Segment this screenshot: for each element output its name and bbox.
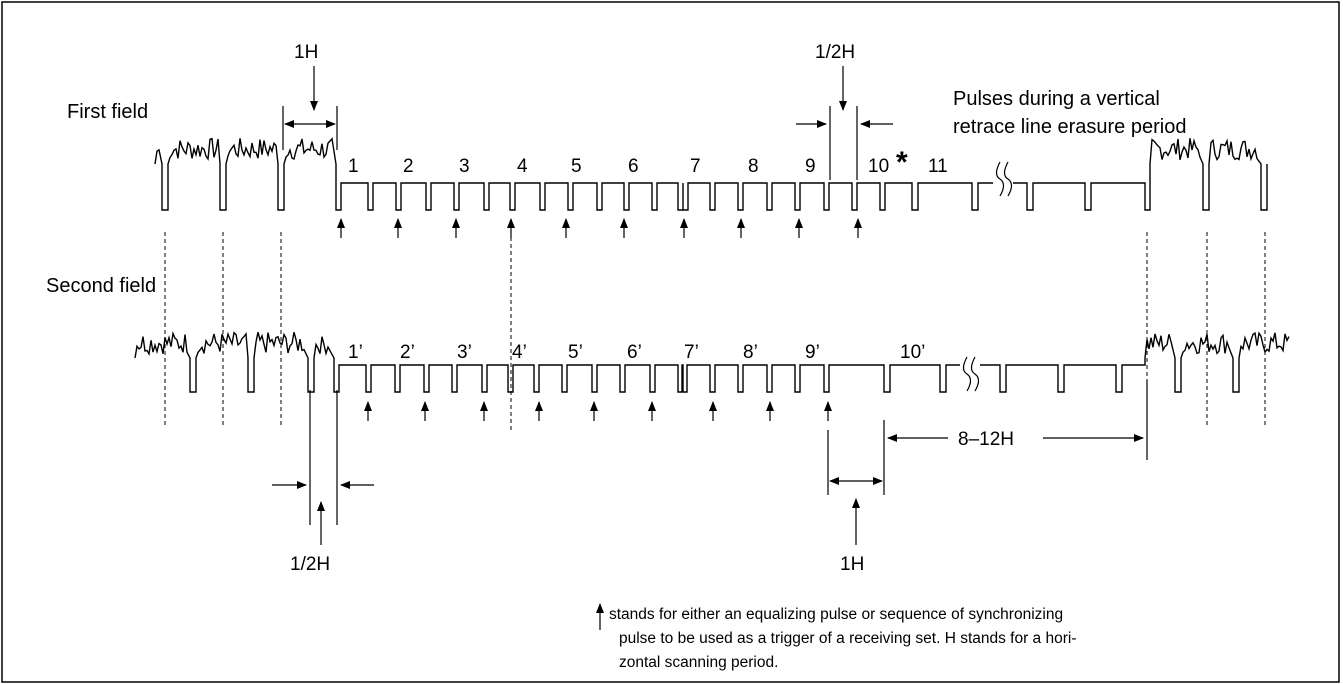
second-field-pulse-labels: 1’ 2’ 3’ 4’ 5’ 6’ 7’ 8’ 9’ 10’ xyxy=(348,342,925,363)
pulse-number-label: 7’ xyxy=(684,342,699,363)
pulse-number-label: 4 xyxy=(517,156,528,177)
pulse-number-label: 2’ xyxy=(400,342,415,363)
pulse-number-label: 8’ xyxy=(743,342,758,363)
second-field-trigger-arrows xyxy=(364,401,832,421)
pulse-number-label: 9’ xyxy=(805,342,820,363)
pulse-number-label: 10’ xyxy=(900,342,925,363)
top-1h-label: 1H xyxy=(294,42,318,63)
first-field-label: First field xyxy=(67,101,148,123)
pulse-number-label: 1 xyxy=(348,156,359,177)
top-half-h-label: 1/2H xyxy=(815,42,855,63)
pulse-number-label: 8 xyxy=(748,156,759,177)
pulse-number-label: 2 xyxy=(403,156,414,177)
first-field-waveform xyxy=(154,137,1268,211)
legend: stands for either an equalizing pulse or… xyxy=(596,603,1077,671)
top-half-h-dimension: 1/2H xyxy=(796,42,893,180)
pulse-number-label: 6’ xyxy=(627,342,642,363)
pulse-number-label: 5’ xyxy=(568,342,583,363)
title-line-1: Pulses during a vertical xyxy=(953,88,1160,110)
range-label: 8–12H xyxy=(958,429,1014,450)
pulse-number-label: 3’ xyxy=(457,342,472,363)
range-dimension: 8–12H xyxy=(887,380,1148,460)
first-field-break-mark xyxy=(993,160,1013,197)
pulse-number-label: 3 xyxy=(459,156,470,177)
legend-line-1: stands for either an equalizing pulse or… xyxy=(609,606,1063,623)
bottom-1h-label: 1H xyxy=(840,554,864,575)
second-field-break-mark xyxy=(960,355,980,392)
pulse-number-label: 6 xyxy=(628,156,639,177)
pulse-number-label: 1’ xyxy=(348,342,363,363)
alignment-dashed-lines xyxy=(164,230,1266,430)
first-field-trigger-arrows xyxy=(337,218,862,238)
pulse-number-label: 5 xyxy=(571,156,582,177)
first-field-asterisk: * xyxy=(896,146,908,179)
legend-line-2: pulse to be used as a trigger of a recei… xyxy=(619,630,1077,647)
pulse-number-label: 11 xyxy=(928,156,948,177)
legend-line-3: zontal scanning period. xyxy=(619,654,778,671)
pulse-number-label: 7 xyxy=(690,156,701,177)
bottom-half-h-dimension: 1/2H xyxy=(272,390,374,575)
second-field-label: Second field xyxy=(46,275,156,297)
pulse-number-label: 4’ xyxy=(512,342,527,363)
second-field-waveform xyxy=(134,330,1290,393)
top-1h-dimension: 1H xyxy=(282,42,338,150)
first-field-pulse-labels: 1 2 3 4 5 6 7 8 9 10 11 xyxy=(348,156,948,177)
title-line-2: retrace line erasure period xyxy=(953,116,1186,138)
bottom-1h-dimension: 1H xyxy=(827,420,885,575)
pulse-number-label: 9 xyxy=(805,156,816,177)
pulse-number-label: 10 xyxy=(868,156,889,177)
bottom-half-h-label: 1/2H xyxy=(290,554,330,575)
